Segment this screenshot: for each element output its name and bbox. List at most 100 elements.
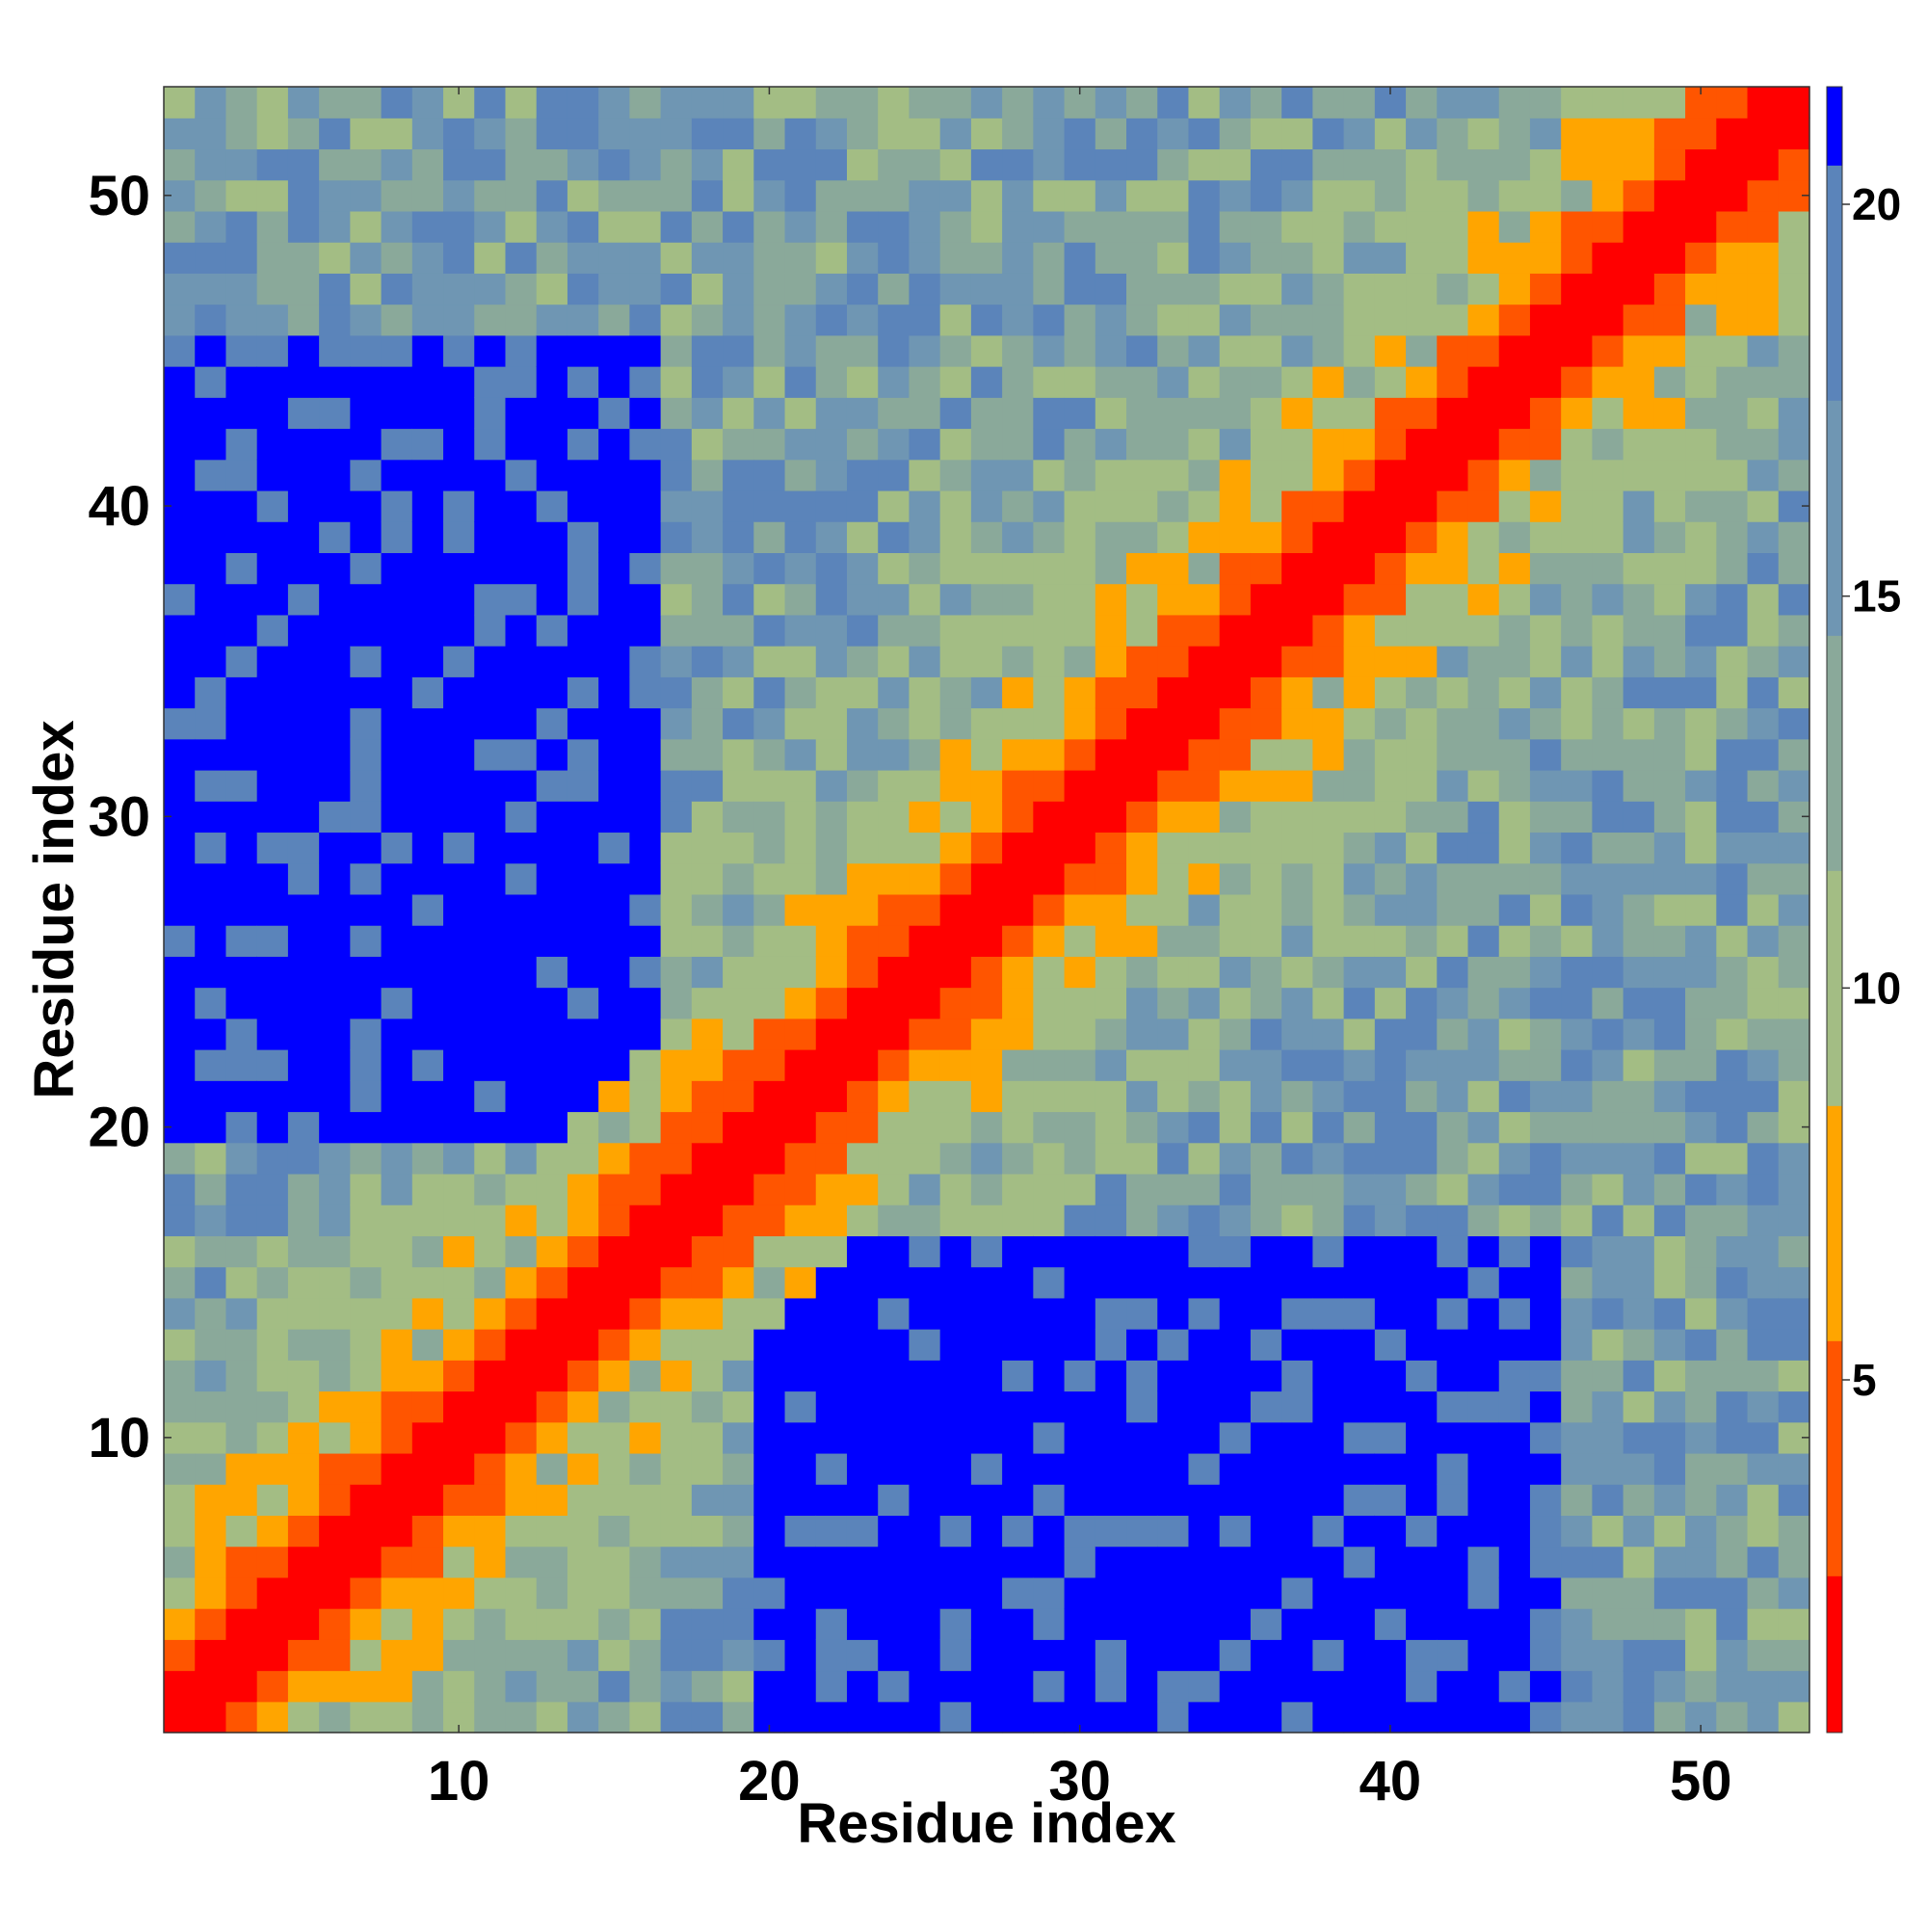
heatmap-cell (1623, 1266, 1655, 1299)
heatmap-cell (1406, 1701, 1438, 1734)
heatmap-cell (287, 1266, 320, 1299)
heatmap-cell (1343, 862, 1376, 895)
heatmap-cell (1002, 242, 1034, 274)
heatmap-cell (1002, 179, 1034, 212)
heatmap-cell (474, 1173, 507, 1205)
heatmap-cell (1437, 707, 1469, 740)
heatmap-cell (1778, 646, 1810, 677)
heatmap-cell (723, 1484, 754, 1517)
heatmap-cell (1653, 646, 1686, 677)
heatmap-cell (1281, 832, 1313, 864)
heatmap-cell (1095, 832, 1127, 864)
heatmap-cell (350, 1546, 383, 1578)
heatmap-cell (1529, 738, 1562, 771)
heatmap-cell (723, 366, 754, 398)
heatmap-cell (878, 1390, 911, 1423)
heatmap-cell (1250, 987, 1282, 1019)
heatmap-cell (660, 242, 693, 274)
heatmap-cell (1281, 459, 1313, 491)
heatmap-cell (598, 893, 630, 926)
heatmap-cell (505, 987, 538, 1019)
heatmap-cell (1592, 1266, 1624, 1299)
heatmap-cell (723, 862, 754, 895)
heatmap-cell (1312, 459, 1345, 491)
heatmap-cell (1467, 1204, 1500, 1236)
heatmap-cell (411, 676, 444, 709)
heatmap-cell (1778, 583, 1810, 616)
heatmap-cell (815, 583, 848, 616)
heatmap-cell (256, 118, 289, 150)
heatmap-cell (1592, 179, 1624, 212)
heatmap-cell (1529, 459, 1562, 491)
heatmap-cell (1312, 801, 1345, 834)
heatmap-cell (1716, 521, 1749, 553)
heatmap-cell (660, 521, 693, 553)
heatmap-cell (1716, 273, 1749, 305)
heatmap-cell (1312, 1421, 1345, 1454)
heatmap-cell (1561, 459, 1594, 491)
heatmap-cell (1033, 1670, 1066, 1703)
heatmap-cell (939, 552, 972, 585)
heatmap-cell (411, 1608, 444, 1640)
heatmap-cell (691, 148, 724, 181)
heatmap-cell (753, 1390, 786, 1423)
heatmap-cell (1002, 769, 1034, 802)
heatmap-cell (784, 676, 817, 709)
heatmap-cell (411, 397, 444, 430)
heatmap-cell (1343, 1235, 1376, 1268)
heatmap-cell (1561, 738, 1594, 771)
heatmap-cell (660, 179, 693, 212)
heatmap-cell (1219, 1701, 1252, 1734)
heatmap-cell (505, 832, 538, 864)
heatmap-cell (381, 1515, 413, 1548)
heatmap-cell (225, 1639, 258, 1672)
heatmap-cell (1467, 1515, 1500, 1548)
heatmap-cell (1437, 676, 1469, 709)
heatmap-cell (1529, 1142, 1562, 1175)
heatmap-cell (846, 738, 879, 771)
heatmap-cell (1281, 1329, 1313, 1361)
heatmap-cell (1374, 646, 1407, 677)
heatmap-cell (1281, 676, 1313, 709)
heatmap-cell (878, 832, 911, 864)
heatmap-cell (164, 87, 196, 119)
heatmap-cell (1343, 148, 1376, 181)
heatmap-cell (350, 1515, 383, 1548)
heatmap-cell (1095, 1701, 1127, 1734)
heatmap-cell (939, 148, 972, 181)
heatmap-cell (878, 1173, 911, 1205)
heatmap-cell (629, 273, 662, 305)
heatmap-cell (1529, 583, 1562, 616)
heatmap-cell (536, 1452, 568, 1485)
heatmap-cell (1406, 87, 1438, 119)
heatmap-cell (753, 676, 786, 709)
heatmap-cell (474, 1018, 507, 1050)
heatmap-cell (1033, 707, 1066, 740)
heatmap-cell (1312, 1142, 1345, 1175)
heatmap-cell (536, 521, 568, 553)
heatmap-cell (1374, 242, 1407, 274)
heatmap-cell (225, 1452, 258, 1485)
heatmap-cell (1498, 304, 1531, 336)
heatmap-cell (1157, 428, 1190, 461)
heatmap-cell (909, 1452, 941, 1485)
heatmap-cell (1250, 1173, 1282, 1205)
heatmap-cell (878, 428, 911, 461)
heatmap-cell (1002, 334, 1034, 367)
heatmap-cell (691, 738, 724, 771)
heatmap-cell (195, 552, 227, 585)
heatmap-cell (567, 552, 599, 585)
heatmap-cell (1685, 242, 1717, 274)
heatmap-cell (164, 1329, 196, 1361)
heatmap-cell (256, 1329, 289, 1361)
heatmap-cell (195, 521, 227, 553)
heatmap-cell (784, 1421, 817, 1454)
heatmap-cell (970, 646, 1003, 677)
heatmap-cell (1064, 521, 1096, 553)
heatmap-cell (1716, 334, 1749, 367)
heatmap-cell (1592, 1421, 1624, 1454)
heatmap-cell (1653, 304, 1686, 336)
heatmap-cell (1498, 118, 1531, 150)
heatmap-cell (939, 956, 972, 989)
heatmap-cell (1188, 490, 1221, 522)
